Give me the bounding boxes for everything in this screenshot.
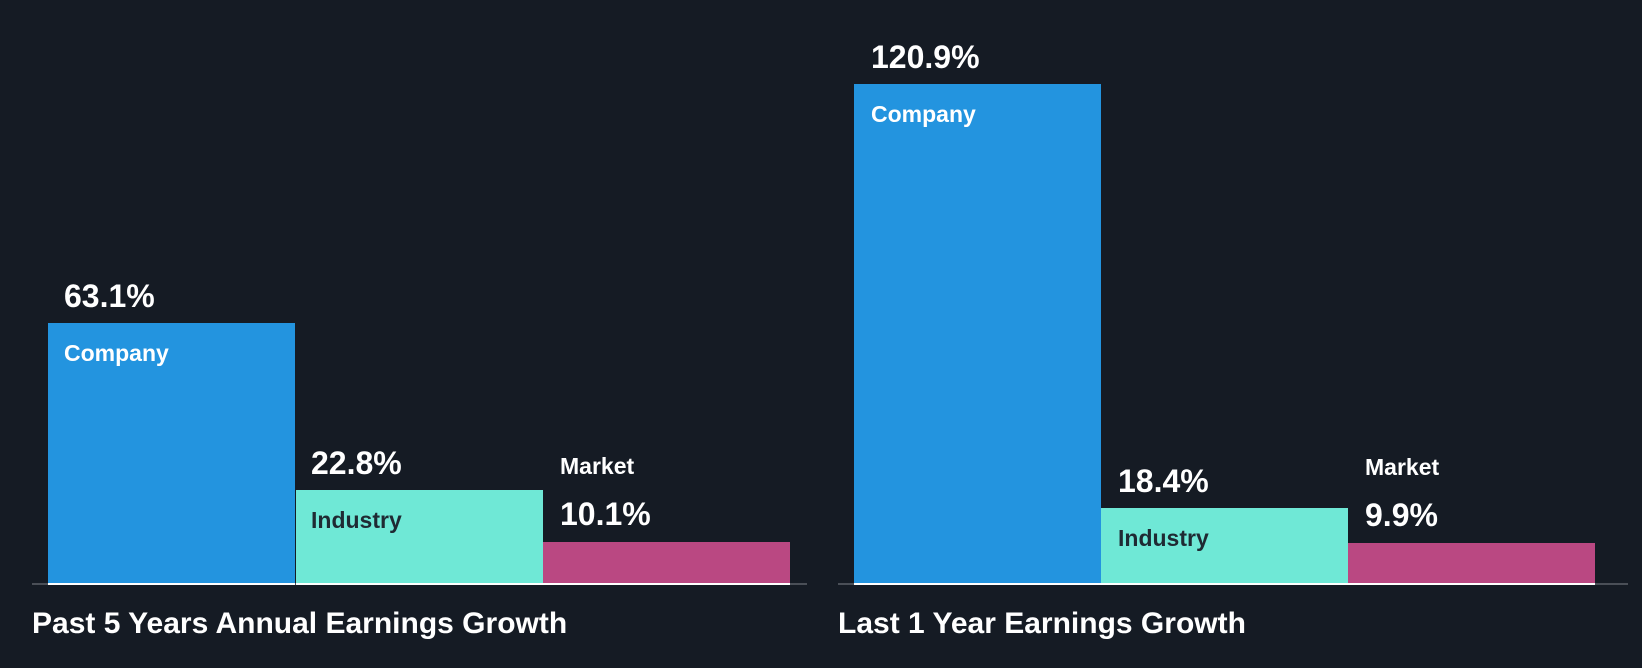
- bar-company-label: Company: [64, 340, 169, 366]
- bar-market-label: Market: [1365, 454, 1440, 480]
- bar-industry: [1101, 508, 1348, 585]
- bar-market-value: 10.1%: [560, 496, 651, 532]
- chart-panel-last-1-year: 120.9% Company 18.4% Industry Market 9.9…: [820, 0, 1642, 668]
- bar-industry-label: Industry: [1118, 525, 1209, 551]
- bar-industry-label: Industry: [311, 507, 402, 533]
- chart-title: Past 5 Years Annual Earnings Growth: [32, 607, 568, 640]
- bar-company-label: Company: [871, 101, 976, 127]
- bar-company-value: 120.9%: [871, 39, 980, 75]
- bar-company: [48, 323, 295, 585]
- bar-industry-value: 18.4%: [1118, 463, 1209, 499]
- bar-industry-value: 22.8%: [311, 445, 402, 481]
- bar-company-value: 63.1%: [64, 278, 155, 314]
- bar-market-label: Market: [560, 453, 635, 479]
- bar-market-value: 9.9%: [1365, 497, 1438, 533]
- chart-panel-past-5-years: 63.1% Company 22.8% Industry Market 10.1…: [0, 0, 820, 668]
- bar-company: [854, 84, 1101, 585]
- bar-market: [1348, 543, 1595, 585]
- chart-title: Last 1 Year Earnings Growth: [838, 607, 1246, 640]
- bar-industry: [296, 490, 543, 585]
- bar-market: [543, 542, 790, 585]
